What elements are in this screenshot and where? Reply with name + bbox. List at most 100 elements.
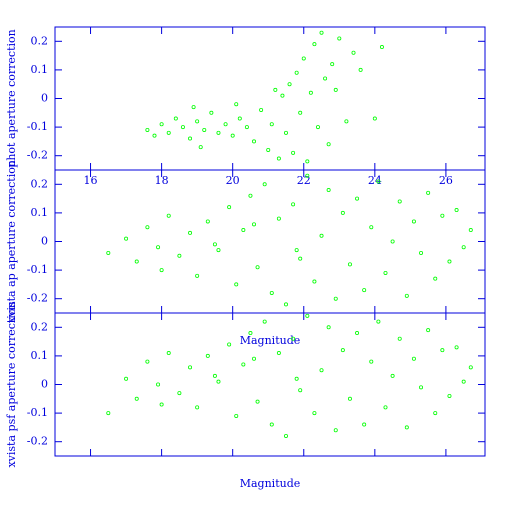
point xyxy=(376,179,381,184)
point xyxy=(433,276,438,281)
point xyxy=(269,422,274,427)
point xyxy=(333,296,338,301)
point xyxy=(255,265,260,270)
point xyxy=(344,119,349,124)
y-tick-label: -0.2 xyxy=(27,292,48,305)
point xyxy=(426,190,431,195)
point xyxy=(276,216,281,221)
point xyxy=(294,376,299,381)
point xyxy=(326,188,331,193)
point xyxy=(124,376,129,381)
point xyxy=(159,122,164,127)
point xyxy=(227,205,232,210)
panel-frame xyxy=(54,26,486,171)
point xyxy=(411,219,416,224)
point xyxy=(276,156,281,161)
point xyxy=(404,293,409,298)
point xyxy=(216,248,221,253)
y-axis-label: phot aperture correction xyxy=(5,29,18,167)
point xyxy=(177,253,182,258)
point xyxy=(379,45,384,50)
point xyxy=(255,399,260,404)
point xyxy=(347,396,352,401)
point xyxy=(319,368,324,373)
point xyxy=(234,282,239,287)
point xyxy=(383,405,388,410)
point xyxy=(106,250,111,255)
point xyxy=(291,202,296,207)
y-tick-label: 0.1 xyxy=(31,349,49,362)
point xyxy=(355,331,360,336)
point xyxy=(461,379,466,384)
point xyxy=(280,93,285,98)
point xyxy=(230,133,235,138)
point xyxy=(283,433,288,438)
point xyxy=(326,325,331,330)
y-axis-label: xvista ap aperture correction xyxy=(5,160,18,323)
point xyxy=(351,50,356,55)
point xyxy=(156,245,161,250)
point xyxy=(159,402,164,407)
point xyxy=(152,133,157,138)
point xyxy=(252,139,257,144)
point xyxy=(195,119,200,124)
point xyxy=(308,90,313,95)
point xyxy=(166,130,171,135)
point xyxy=(419,250,424,255)
point xyxy=(358,67,363,72)
x-tick-label: 16 xyxy=(84,174,98,187)
point xyxy=(252,356,257,361)
point xyxy=(369,359,374,364)
point xyxy=(426,328,431,333)
point xyxy=(244,125,249,130)
point xyxy=(145,359,150,364)
point xyxy=(269,290,274,295)
point xyxy=(173,116,178,121)
point xyxy=(134,396,139,401)
point xyxy=(333,428,338,433)
point xyxy=(177,391,182,396)
point xyxy=(241,228,246,233)
point xyxy=(440,348,445,353)
point xyxy=(298,110,303,115)
point xyxy=(291,336,296,341)
y-tick-label: -0.2 xyxy=(27,149,48,162)
point xyxy=(305,173,310,178)
point xyxy=(262,319,267,324)
point xyxy=(216,379,221,384)
point xyxy=(340,210,345,215)
point xyxy=(191,105,196,110)
point xyxy=(227,342,232,347)
point xyxy=(156,382,161,387)
point xyxy=(347,262,352,267)
point xyxy=(188,365,193,370)
point xyxy=(319,30,324,35)
point xyxy=(188,230,193,235)
point xyxy=(106,411,111,416)
y-tick-label: 0 xyxy=(41,92,48,105)
y-axis-label: xvista psf aperture correction xyxy=(5,301,18,467)
x-axis-label: Magnitude xyxy=(240,477,301,490)
y-tick-label: -0.2 xyxy=(27,435,48,448)
point xyxy=(319,233,324,238)
point xyxy=(301,56,306,61)
point xyxy=(248,193,253,198)
y-tick-label: 0.1 xyxy=(31,63,49,76)
point xyxy=(269,122,274,127)
point xyxy=(383,270,388,275)
point xyxy=(166,351,171,356)
point xyxy=(411,356,416,361)
point xyxy=(305,313,310,318)
point xyxy=(397,199,402,204)
y-tick-label: 0.2 xyxy=(31,177,49,190)
point xyxy=(337,36,342,41)
y-tick-label: 0.2 xyxy=(31,320,49,333)
point xyxy=(259,107,264,112)
x-tick-label: 26 xyxy=(439,174,453,187)
point xyxy=(376,319,381,324)
point xyxy=(283,302,288,307)
point xyxy=(294,70,299,75)
y-tick-label: -0.1 xyxy=(27,120,48,133)
point xyxy=(433,411,438,416)
point xyxy=(404,425,409,430)
